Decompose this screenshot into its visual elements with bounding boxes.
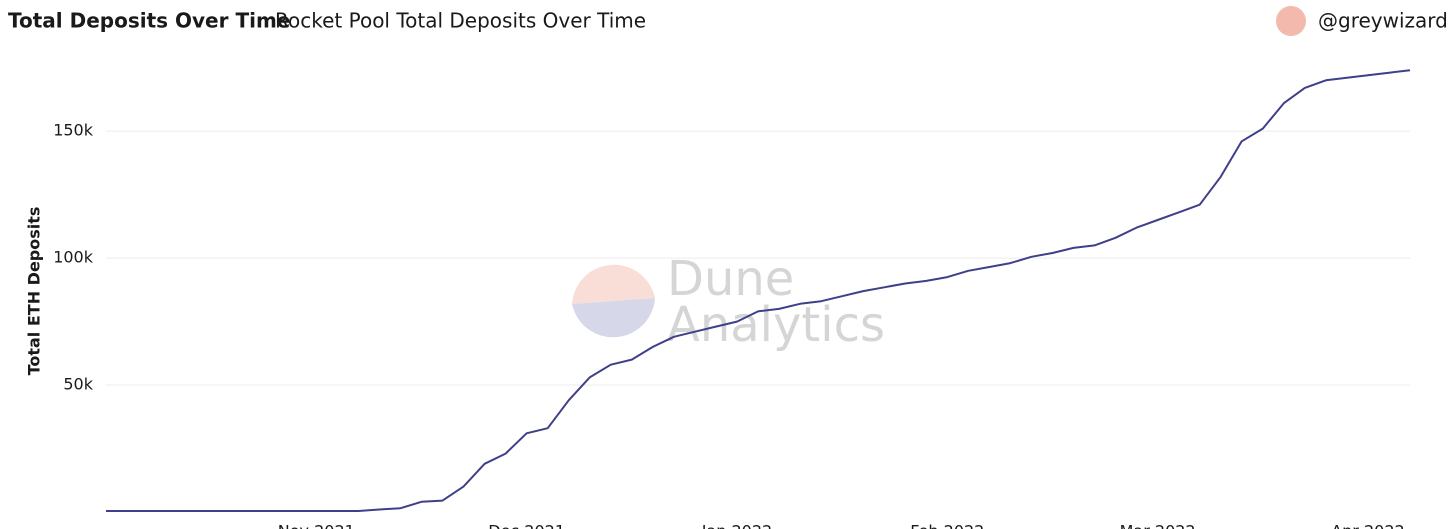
chart-title: Total Deposits Over Time bbox=[8, 9, 290, 33]
author[interactable]: @greywizard bbox=[1318, 9, 1448, 33]
x-tick-label: Dec 2021 bbox=[488, 522, 565, 529]
x-tick-label: Jan 2022 bbox=[701, 522, 772, 529]
watermark-logo bbox=[572, 264, 655, 304]
watermark: Dune Analytics bbox=[572, 251, 885, 353]
watermark-text: Analytics bbox=[667, 297, 885, 353]
author-avatar bbox=[1276, 6, 1306, 36]
y-tick-label: 150k bbox=[53, 121, 94, 140]
line bbox=[106, 69, 1411, 512]
y-tick-label: 100k bbox=[53, 248, 94, 267]
x-tick-label: Mar 2022 bbox=[1120, 522, 1196, 529]
chart-subtitle: Rocket Pool Total Deposits Over Time bbox=[275, 9, 646, 33]
watermark-text: Dune bbox=[667, 251, 794, 307]
x-tick-label: Nov 2021 bbox=[278, 522, 355, 529]
x-tick-label: Feb 2022 bbox=[910, 522, 984, 529]
watermark-logo bbox=[572, 298, 655, 338]
y-tick-label: 50k bbox=[63, 375, 93, 394]
y-axis-label: Total ETH Deposits bbox=[25, 207, 44, 376]
x-tick-label: Apr 2022 bbox=[1331, 522, 1404, 529]
